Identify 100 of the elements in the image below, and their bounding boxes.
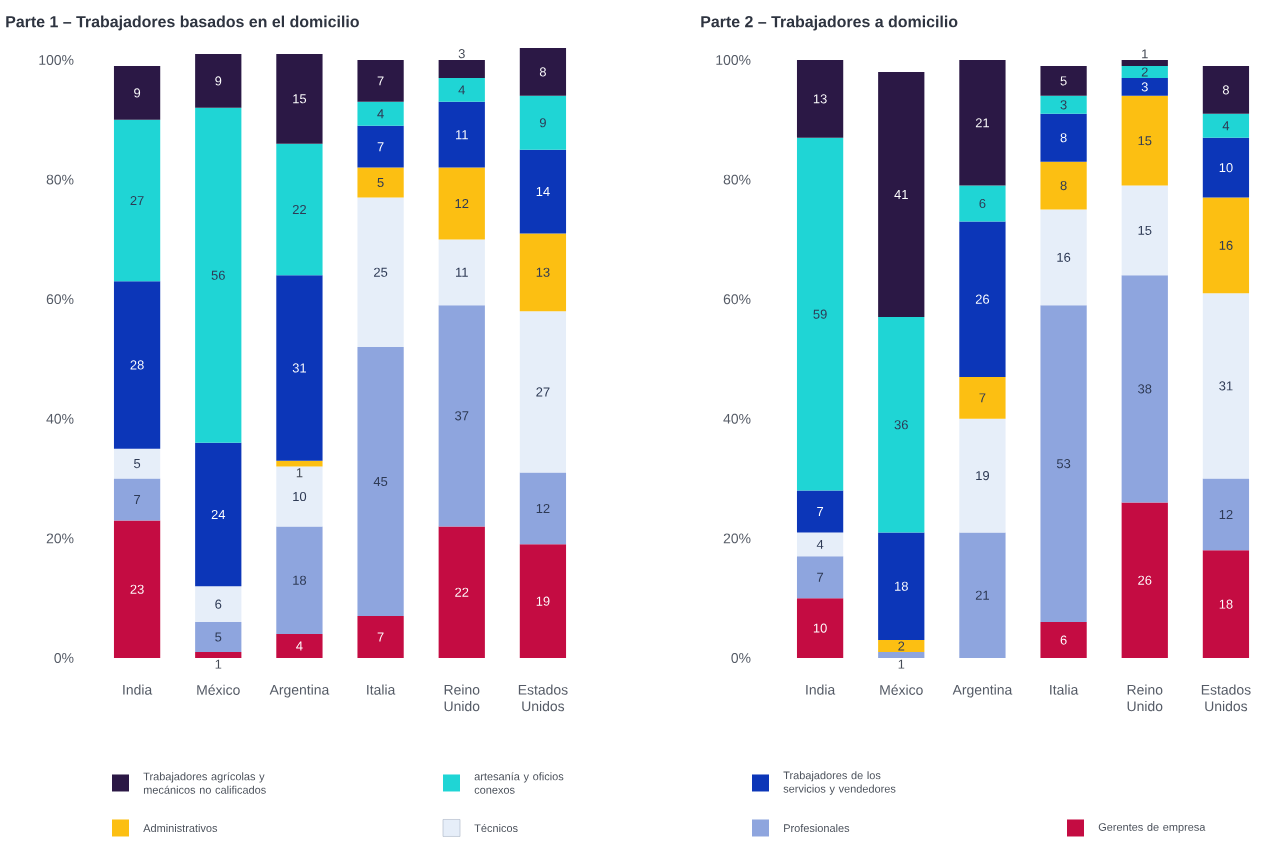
- data-label: 45: [373, 477, 388, 487]
- bar: [113, 520, 161, 658]
- bar: [1202, 550, 1250, 658]
- data-label: 11: [456, 130, 468, 140]
- bar: [1040, 305, 1087, 623]
- data-label: 9: [134, 88, 141, 98]
- x-tick-label: Italia: [1050, 684, 1079, 695]
- x-tick-label: Reino Unido: [444, 684, 480, 712]
- data-label: 4: [296, 641, 303, 651]
- x-tick-label: Estados Unidos: [1201, 684, 1251, 712]
- data-label: 23: [130, 584, 144, 594]
- bar: [1202, 65, 1250, 114]
- bar: [796, 137, 844, 491]
- data-label: 6: [1060, 635, 1067, 645]
- data-label: 7: [817, 507, 824, 516]
- bar: [438, 239, 485, 306]
- data-label: 41: [894, 190, 908, 199]
- data-label: 9: [215, 76, 222, 86]
- data-label: 22: [292, 204, 306, 214]
- bar: [438, 167, 485, 240]
- legend-label: artesanía y oficios conexos: [474, 772, 564, 794]
- bar: [1040, 65, 1087, 96]
- data-label: 10: [813, 623, 827, 633]
- bar: [113, 448, 161, 479]
- x-tick-label: Argentina: [269, 684, 330, 698]
- data-label: 4: [377, 109, 384, 119]
- bar: [276, 460, 323, 467]
- data-label: 21: [975, 590, 989, 600]
- data-label: 1: [898, 659, 905, 669]
- data-label: 26: [975, 294, 990, 304]
- y-tick-label: 80%: [723, 174, 751, 185]
- bar: [438, 305, 485, 527]
- bar: [1202, 137, 1250, 198]
- bar: [1202, 478, 1250, 551]
- bar: [878, 640, 925, 652]
- bar: [357, 59, 404, 102]
- data-label: 24: [211, 509, 226, 519]
- y-tick-label: 0%: [731, 653, 751, 663]
- bar: [519, 472, 567, 545]
- bar: [195, 107, 242, 443]
- data-label: 28: [130, 360, 144, 370]
- data-label: 15: [1138, 136, 1152, 146]
- bar: [1040, 209, 1087, 306]
- bar: [357, 616, 404, 658]
- data-label: 6: [215, 599, 222, 609]
- data-label: 7: [134, 495, 141, 504]
- chart-title: Parte 1 – Trabajadores basados en el domicilio: [6, 15, 359, 31]
- data-label: 36: [894, 420, 908, 430]
- data-label: 16: [1219, 240, 1233, 250]
- bar: [1040, 95, 1087, 114]
- data-label: 12: [1219, 509, 1233, 519]
- data-label: 5: [215, 632, 222, 642]
- bar: [959, 59, 1006, 186]
- y-tick-label: 100%: [716, 55, 751, 65]
- bar: [1040, 622, 1087, 658]
- data-label: 56: [211, 270, 225, 280]
- data-label: 3: [1060, 100, 1067, 110]
- data-label: 15: [1138, 225, 1152, 235]
- data-label: 26: [1138, 575, 1152, 585]
- data-label: 12: [455, 198, 469, 209]
- bar: [276, 466, 323, 527]
- bar: [1121, 77, 1168, 96]
- data-label: 7: [377, 76, 384, 86]
- data-label: 10: [1219, 163, 1233, 173]
- bar: [519, 48, 567, 96]
- data-label: 38: [1138, 384, 1152, 394]
- bar: [1040, 161, 1087, 210]
- bar: [878, 317, 925, 533]
- bar: [878, 532, 925, 641]
- data-label: 12: [536, 503, 550, 514]
- y-tick-label: 40%: [46, 413, 74, 424]
- data-label: 8: [539, 67, 546, 77]
- x-tick-label: Argentina: [952, 684, 1013, 698]
- data-label: 13: [536, 267, 550, 277]
- bar: [878, 71, 925, 318]
- data-label: 59: [813, 309, 827, 319]
- data-label: 4: [458, 85, 465, 95]
- data-label: 8: [1060, 180, 1067, 191]
- data-label: 31: [1219, 381, 1233, 391]
- data-label: 5: [377, 178, 384, 188]
- x-tick-label: India: [123, 684, 153, 695]
- bar: [1121, 275, 1168, 503]
- legend-label: Profesionales: [784, 823, 850, 833]
- bar: [959, 376, 1006, 419]
- data-label: 25: [374, 267, 388, 277]
- data-label: 27: [130, 195, 144, 206]
- x-tick-label: México: [880, 684, 923, 695]
- bar: [796, 598, 844, 658]
- data-label: 1: [296, 468, 303, 478]
- data-label: 10: [293, 491, 307, 502]
- data-label: 19: [536, 596, 550, 606]
- data-label: 11: [456, 267, 468, 277]
- legend-label: Gerentes de empresa: [1098, 822, 1206, 834]
- data-label: 7: [377, 632, 384, 642]
- bar: [1121, 95, 1168, 186]
- bar: [796, 59, 844, 138]
- bar: [276, 54, 323, 144]
- data-label: 8: [1222, 85, 1229, 95]
- data-label: 7: [817, 572, 824, 582]
- data-label: 4: [816, 539, 824, 549]
